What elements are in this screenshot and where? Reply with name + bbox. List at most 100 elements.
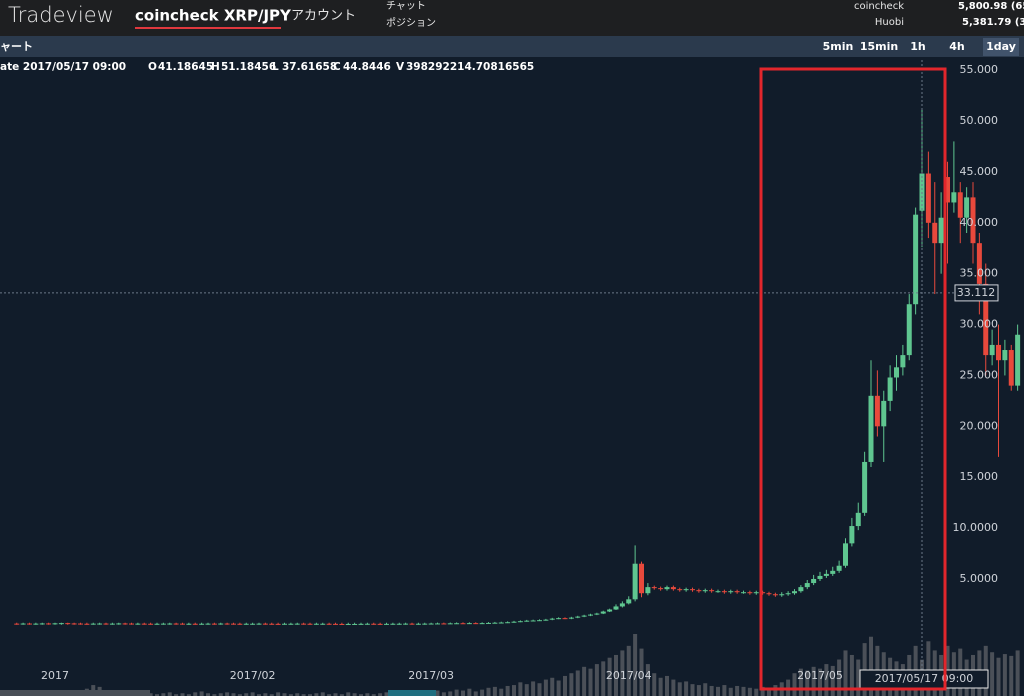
candle-body [473, 623, 479, 625]
candle-body [90, 623, 96, 625]
candle-body [58, 623, 64, 625]
volume-bar [805, 670, 810, 696]
volume-bar [728, 687, 733, 696]
interval-button[interactable]: 15min [860, 40, 898, 53]
volume-bar [295, 693, 300, 696]
candle-body [486, 622, 491, 624]
candle-body [517, 621, 523, 623]
candle-body [607, 609, 613, 612]
volume-bar [441, 692, 446, 696]
volume-bar [301, 694, 306, 696]
candle-body [702, 590, 708, 592]
volume-bar [218, 693, 223, 696]
interval-button-active[interactable]: 1day [986, 40, 1016, 53]
candle-body [823, 573, 829, 576]
volume-bar [384, 692, 389, 696]
candle-body [384, 623, 389, 625]
volume-bar [543, 679, 548, 696]
candle-body [256, 623, 262, 625]
candle-body [894, 367, 899, 378]
volume-bar [926, 641, 931, 696]
volume-bar [244, 693, 249, 696]
volume-bar [225, 692, 230, 696]
info-value: 37.61658 [282, 61, 337, 73]
ticker-exchange: coincheck [854, 1, 904, 12]
candle-body [996, 344, 1001, 361]
interval-button[interactable]: 5min [823, 40, 854, 53]
candle-body [881, 400, 887, 427]
candle-body [785, 593, 791, 595]
candle-body [543, 619, 549, 621]
candle-body [562, 618, 568, 620]
candle-body [173, 623, 179, 625]
volume-bar [193, 692, 198, 696]
candle-body [658, 588, 664, 590]
volume-bar [454, 689, 459, 696]
candle-body [619, 603, 625, 607]
candle-body [377, 623, 383, 625]
candle-body [594, 613, 600, 615]
interval-button[interactable]: 4h [949, 40, 965, 53]
candle-body [741, 592, 746, 594]
candle-body [632, 563, 638, 600]
candle-body [492, 622, 498, 624]
candle-body [454, 623, 460, 625]
candle-body [728, 591, 734, 593]
candle-body [957, 192, 963, 218]
candle-body [154, 623, 160, 625]
volume-bar [811, 666, 816, 696]
candle-body [932, 222, 938, 244]
position-link[interactable]: ポジション [386, 17, 436, 29]
volume-bar [556, 680, 561, 696]
candle-body [275, 623, 281, 625]
candle-body [294, 623, 300, 625]
candle-body [224, 623, 230, 625]
candle-body [262, 623, 268, 625]
volume-bar [607, 657, 612, 696]
candle-body [772, 594, 778, 596]
candle-body [160, 623, 166, 625]
candle-body [792, 591, 797, 594]
candle-body [320, 623, 326, 625]
candle-body [747, 592, 753, 594]
volume-bar [505, 685, 510, 696]
candle-body [925, 173, 931, 223]
y-tick-label: 5.0000 [960, 572, 999, 585]
candle-body [715, 591, 721, 593]
candle-body [250, 623, 256, 625]
volume-bar [199, 691, 204, 696]
info-value: 44.8446 [343, 61, 391, 73]
interval-button[interactable]: 1h [910, 40, 926, 53]
candle-body [511, 621, 517, 623]
brand[interactable]: Tradeview [8, 3, 114, 27]
candle-body [505, 622, 511, 624]
candle-body [568, 617, 574, 619]
chart: 2017 2017/02 2017/03 2017/04 2017/05 5.0000 10… [0, 60, 1021, 696]
candle-body [333, 623, 338, 625]
candle-body [779, 594, 785, 596]
candle-body [339, 623, 345, 625]
y-tick-label: 40.000 [960, 216, 999, 229]
volume-bar [684, 681, 689, 696]
volume-bar [263, 693, 268, 696]
candle-body [466, 623, 472, 625]
candle-body [670, 587, 676, 590]
pair-tab[interactable]: coincheck XRP/JPY [135, 7, 292, 25]
candle-body [983, 283, 989, 356]
volume-bar [378, 693, 383, 696]
candle-body [588, 614, 593, 616]
highlight-box [759, 67, 947, 691]
volume-bar [467, 688, 472, 696]
candle-body [326, 623, 332, 625]
volume-bar [461, 690, 465, 696]
candle-body [129, 623, 134, 625]
y-tick-label: 10.0000 [953, 521, 999, 534]
y-tick-label: 30.000 [960, 318, 999, 331]
candle-body [269, 623, 275, 625]
y-tick-label: 50.000 [960, 114, 999, 127]
toolbar [0, 36, 1024, 57]
chat-link[interactable]: チャット [386, 0, 426, 12]
candle-body [84, 623, 90, 625]
account-tab[interactable]: アカウント [291, 9, 356, 24]
ticker-price: 5,800.98 (658 [958, 1, 1024, 12]
